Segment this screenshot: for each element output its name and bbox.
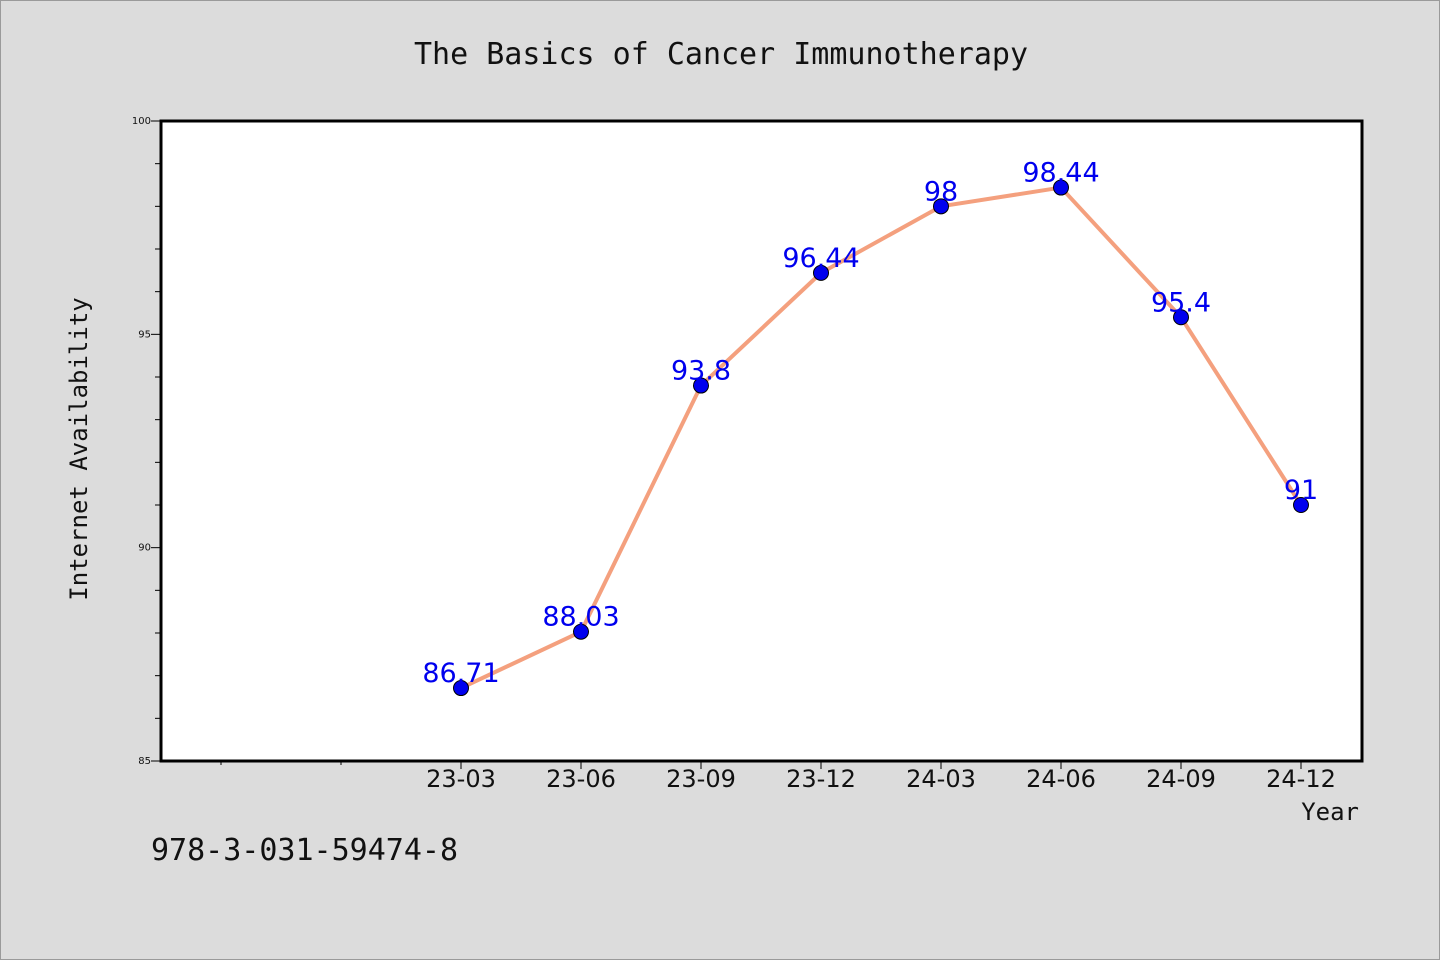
x-tick-label: 23-09	[666, 765, 736, 793]
data-label: 98.44	[1022, 158, 1099, 189]
x-axis-label: Year	[1301, 798, 1359, 826]
x-tick-label: 24-06	[1026, 765, 1096, 793]
y-tick-label: 100	[132, 116, 151, 127]
data-point-marker	[933, 198, 949, 215]
chart-title: The Basics of Cancer Immunotherapy	[414, 37, 1028, 72]
isbn-code: 978-3-031-59474-8	[151, 833, 459, 868]
data-label: 98	[924, 176, 958, 207]
data-label: 88.03	[542, 602, 619, 633]
x-tick-label: 23-03	[426, 765, 496, 793]
data-label: 91	[1284, 475, 1318, 506]
data-point-marker	[453, 680, 469, 697]
data-point-marker	[813, 264, 829, 281]
y-axis-label: Internet Availability	[65, 297, 93, 600]
y-tick-label: 95	[138, 329, 151, 340]
data-point-marker	[1293, 497, 1309, 513]
x-tick-label: 24-09	[1146, 765, 1216, 793]
series-line-group: 86.71 88.03 93.8 96.44 98 98.44 95.4 91	[422, 158, 1318, 697]
data-label: 86.71	[422, 658, 499, 689]
data-label: 93.8	[671, 356, 731, 387]
x-axis: 23-03 23-06 23-09 23-12 24-03 24-06 24-09 24-12	[220, 761, 1336, 793]
data-label: 95.4	[1151, 287, 1211, 318]
plot-area	[159, 119, 1364, 763]
x-tick-label: 23-12	[786, 765, 856, 793]
data-point-marker	[573, 623, 589, 640]
x-tick-label: 24-03	[906, 765, 976, 793]
data-label: 96.44	[782, 243, 859, 274]
y-axis: 85 90 95 100	[132, 116, 161, 767]
x-tick-label: 23-06	[546, 765, 616, 793]
data-point-marker	[1053, 179, 1069, 196]
data-point-marker	[693, 377, 709, 394]
y-tick-label: 90	[138, 543, 151, 554]
series-line	[460, 185, 1303, 690]
data-point-marker	[1173, 309, 1189, 326]
x-tick-label: 24-12	[1266, 765, 1336, 793]
y-tick-label: 85	[138, 756, 151, 767]
